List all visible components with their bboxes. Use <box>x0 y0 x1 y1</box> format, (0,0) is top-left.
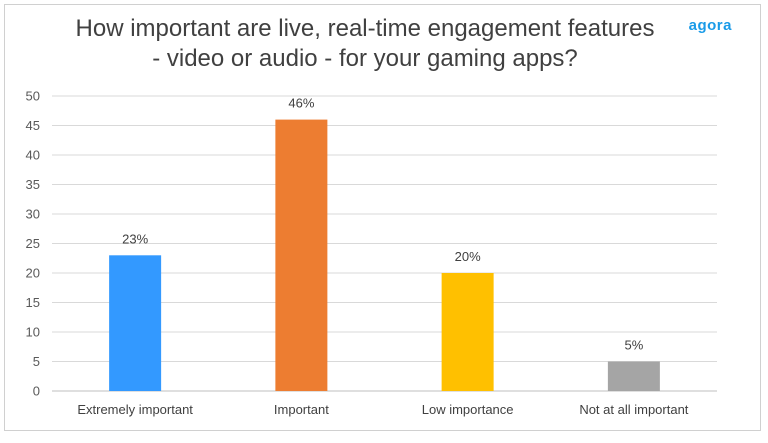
y-tick-label: 45 <box>26 118 40 133</box>
y-tick-label: 40 <box>26 148 40 163</box>
data-label: 46% <box>288 96 314 111</box>
data-label: 5% <box>624 338 643 353</box>
y-tick-label: 0 <box>33 384 40 399</box>
y-tick-label: 35 <box>26 177 40 192</box>
data-label: 20% <box>455 249 481 264</box>
y-tick-label: 10 <box>26 325 40 340</box>
y-tick-label: 20 <box>26 266 40 281</box>
data-label: 23% <box>122 231 148 246</box>
y-tick-label: 25 <box>26 236 40 251</box>
agora-logo: agora <box>688 17 732 34</box>
bar <box>275 119 328 391</box>
bar <box>441 273 494 391</box>
y-tick-label: 5 <box>33 354 40 369</box>
y-tick-label: 15 <box>26 295 40 310</box>
category-label: Not at all important <box>579 402 688 417</box>
y-tick-label: 50 <box>26 89 40 104</box>
chart-title: How important are live, real-time engage… <box>40 14 690 74</box>
bar <box>607 361 660 391</box>
category-label: Extremely important <box>77 402 193 417</box>
chart-title-line-2: - video or audio - for your gaming apps? <box>152 45 578 72</box>
category-label: Low importance <box>422 402 514 417</box>
y-tick-label: 30 <box>26 207 40 222</box>
chart-title-line-1: How important are live, real-time engage… <box>75 15 655 42</box>
bar <box>109 255 162 391</box>
category-label: Important <box>274 402 329 417</box>
